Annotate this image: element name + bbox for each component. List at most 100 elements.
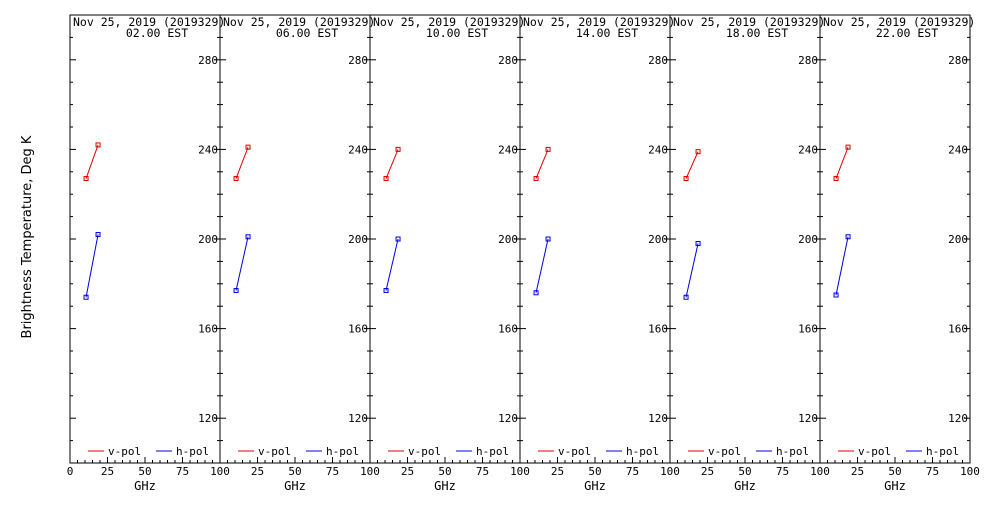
panel-subtitle: 06.00 EST <box>276 26 338 40</box>
chart-panels: Nov 25, 2019 (2019329)02.00 EST120160200… <box>67 14 980 493</box>
x-tick-label: 100 <box>510 465 530 478</box>
y-tick-label: 160 <box>348 323 368 336</box>
x-tick-label: 25 <box>851 465 864 478</box>
data-point-v-pol <box>695 149 701 155</box>
data-point-v-pol <box>245 144 251 150</box>
y-tick-label: 200 <box>498 233 518 246</box>
data-point-h-pol <box>833 292 839 298</box>
y-tick-label: 160 <box>498 323 518 336</box>
y-axis-label: Brightness Temperature, Deg K <box>20 135 35 338</box>
legend-label-h-pol: h-pol <box>326 445 359 458</box>
y-tick-label: 160 <box>798 323 818 336</box>
y-tick-label: 280 <box>648 54 668 67</box>
x-tick-label: 0 <box>67 465 74 478</box>
y-tick-label: 280 <box>498 54 518 67</box>
x-tick-label: 50 <box>138 465 151 478</box>
panel-title: Nov 25, 2019 (2019329) <box>73 15 225 29</box>
x-tick-label: 100 <box>960 465 980 478</box>
data-point-v-pol <box>533 176 539 182</box>
x-tick-label: 100 <box>210 465 230 478</box>
data-point-v-pol <box>545 146 551 152</box>
y-tick-label: 280 <box>198 54 218 67</box>
data-point-v-pol <box>845 144 851 150</box>
series-line-h-pol <box>85 234 99 298</box>
series-line-v-pol <box>685 151 699 179</box>
x-axis-label: GHz <box>884 479 906 493</box>
x-tick-label: 50 <box>288 465 301 478</box>
y-tick-label: 200 <box>648 233 668 246</box>
x-axis-label: GHz <box>734 479 756 493</box>
data-point-h-pol <box>83 294 89 300</box>
y-tick-label: 280 <box>948 54 968 67</box>
legend-label-v-pol: v-pol <box>408 445 441 458</box>
x-axis-label: GHz <box>584 479 606 493</box>
panel-2: Nov 25, 2019 (2019329)06.00 EST 120 160 200… <box>219 14 380 493</box>
x-axis-label: GHz <box>284 479 306 493</box>
panel-title: Nov 25, 2019 (2019329) <box>223 15 375 29</box>
data-point-h-pol <box>545 236 551 242</box>
y-tick-label: 200 <box>948 233 968 246</box>
x-tick-label: 50 <box>888 465 901 478</box>
data-point-h-pol <box>245 234 251 240</box>
x-tick-label: 50 <box>738 465 751 478</box>
legend-label-h-pol: h-pol <box>626 445 659 458</box>
x-tick-label: 75 <box>626 465 639 478</box>
series-line-v-pol <box>835 146 849 179</box>
panel-title: Nov 25, 2019 (2019329) <box>823 15 975 29</box>
data-point-v-pol <box>233 176 239 182</box>
data-point-h-pol <box>845 234 851 240</box>
legend-label-v-pol: v-pol <box>558 445 591 458</box>
x-tick-label: 25 <box>401 465 414 478</box>
series-line-h-pol <box>235 236 249 291</box>
panel-subtitle: 02.00 EST <box>126 26 188 40</box>
x-tick-label: 75 <box>326 465 339 478</box>
x-tick-label: 75 <box>476 465 489 478</box>
y-tick-label: 120 <box>948 412 968 425</box>
series-line-h-pol <box>835 236 849 296</box>
x-tick-label: 25 <box>101 465 114 478</box>
legend-label-v-pol: v-pol <box>858 445 891 458</box>
legend-label-h-pol: h-pol <box>776 445 809 458</box>
x-tick-label: 75 <box>176 465 189 478</box>
data-point-v-pol <box>83 176 89 182</box>
x-tick-label: 75 <box>776 465 789 478</box>
y-tick-label: 200 <box>348 233 368 246</box>
x-tick-label: 25 <box>251 465 264 478</box>
x-tick-label: 100 <box>660 465 680 478</box>
y-tick-label: 240 <box>648 143 668 156</box>
series-line-v-pol <box>535 149 549 179</box>
series-line-h-pol <box>685 243 699 298</box>
y-tick-label: 160 <box>198 323 218 336</box>
panel-title: Nov 25, 2019 (2019329) <box>673 15 825 29</box>
y-tick-label: 120 <box>348 412 368 425</box>
x-tick-label: 25 <box>701 465 714 478</box>
legend-label-v-pol: v-pol <box>258 445 291 458</box>
panel-4: Nov 25, 2019 (2019329)14.00 EST 120 160 200… <box>519 14 680 493</box>
data-point-v-pol <box>395 146 401 152</box>
panel-subtitle: 14.00 EST <box>576 26 638 40</box>
panel-title: Nov 25, 2019 (2019329) <box>523 15 675 29</box>
legend-label-h-pol: h-pol <box>926 445 959 458</box>
y-tick-label: 240 <box>198 143 218 156</box>
x-tick-label: 100 <box>360 465 380 478</box>
legend-label-h-pol: h-pol <box>476 445 509 458</box>
panel-6: Nov 25, 2019 (2019329)22.00 EST 120 160 200… <box>819 14 980 493</box>
data-point-h-pol <box>695 240 701 246</box>
panel-5: Nov 25, 2019 (2019329)18.00 EST 120 160 200… <box>669 14 830 493</box>
panel-subtitle: 18.00 EST <box>726 26 788 40</box>
y-tick-label: 160 <box>948 323 968 336</box>
x-tick-label: 50 <box>438 465 451 478</box>
y-tick-label: 120 <box>198 412 218 425</box>
y-tick-label: 240 <box>798 143 818 156</box>
data-point-v-pol <box>833 176 839 182</box>
data-point-v-pol <box>683 176 689 182</box>
x-tick-label: 50 <box>588 465 601 478</box>
series-line-v-pol <box>385 149 399 179</box>
panel-title: Nov 25, 2019 (2019329) <box>373 15 525 29</box>
y-tick-label: 120 <box>498 412 518 425</box>
x-axis-label: GHz <box>134 479 156 493</box>
data-point-h-pol <box>395 236 401 242</box>
data-point-h-pol <box>383 288 389 294</box>
